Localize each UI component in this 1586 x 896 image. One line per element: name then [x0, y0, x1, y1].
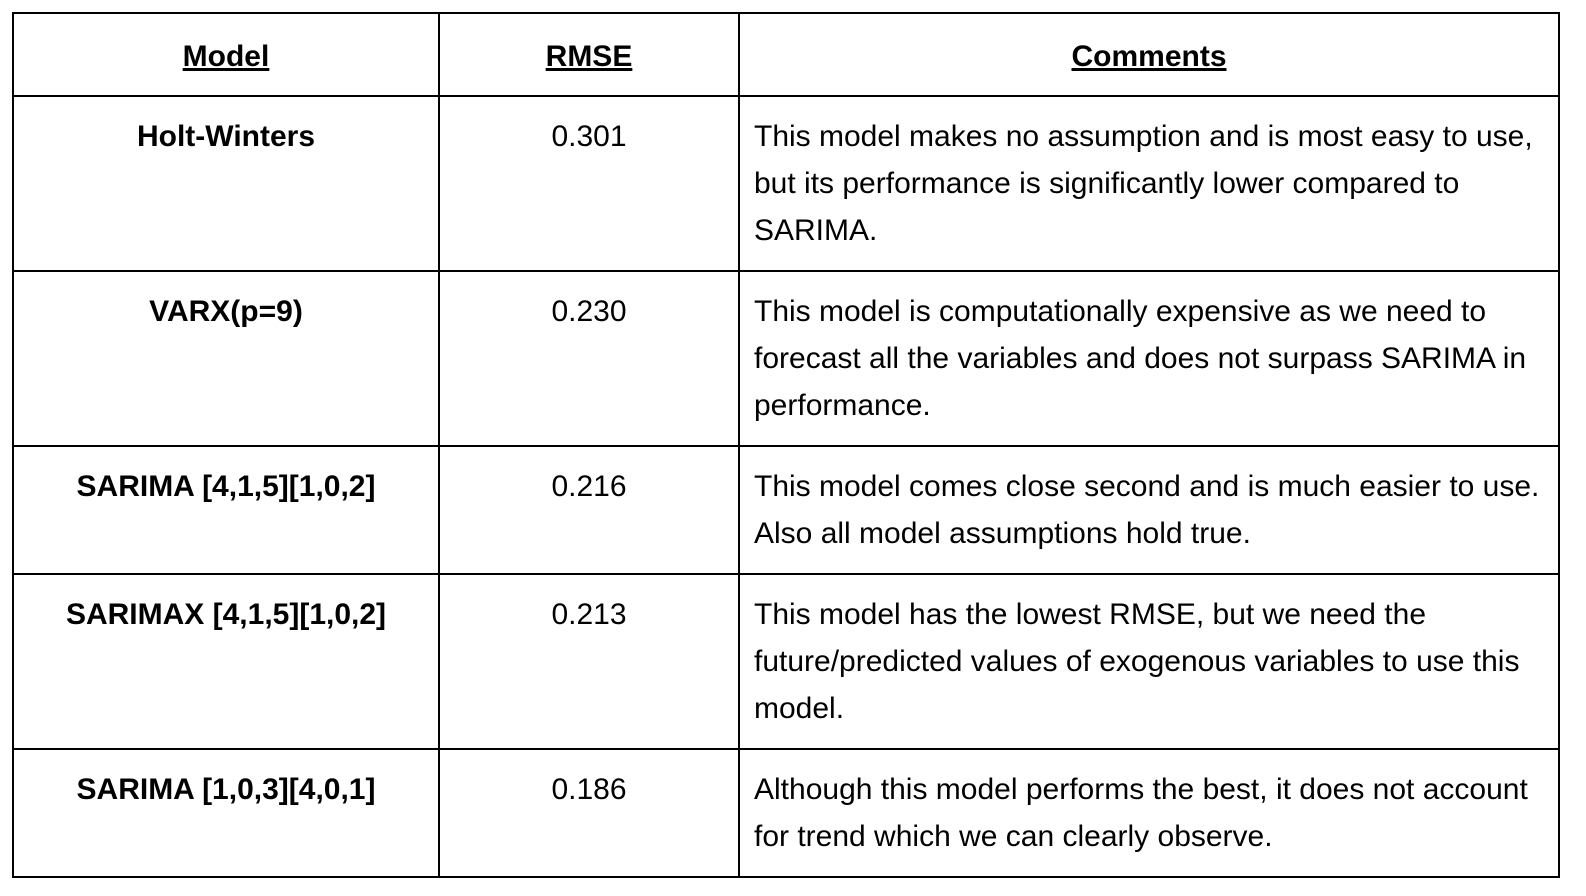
table-row: SARIMA [4,1,5][1,0,2] 0.216 This model c…	[12, 445, 1560, 575]
comment-cell: This model is computationally expensive …	[738, 270, 1560, 447]
comment-cell: This model comes close second and is muc…	[738, 445, 1560, 575]
table-row: SARIMAX [4,1,5][1,0,2] 0.213 This model …	[12, 573, 1560, 750]
header-model: Model	[12, 12, 440, 97]
comment-cell: Although this model performs the best, i…	[738, 748, 1560, 878]
model-comparison-table: Model RMSE Comments Holt-Winters 0.301 T…	[12, 12, 1560, 878]
model-cell: SARIMAX [4,1,5][1,0,2]	[12, 573, 440, 750]
table-row: Holt-Winters 0.301 This model makes no a…	[12, 95, 1560, 272]
table-row: SARIMA [1,0,3][4,0,1] 0.186 Although thi…	[12, 748, 1560, 878]
rmse-cell: 0.230	[438, 270, 740, 447]
model-cell: SARIMA [4,1,5][1,0,2]	[12, 445, 440, 575]
rmse-cell: 0.216	[438, 445, 740, 575]
comment-cell: This model has the lowest RMSE, but we n…	[738, 573, 1560, 750]
rmse-cell: 0.213	[438, 573, 740, 750]
rmse-cell: 0.186	[438, 748, 740, 878]
header-rmse: RMSE	[438, 12, 740, 97]
header-comments: Comments	[738, 12, 1560, 97]
model-cell: Holt-Winters	[12, 95, 440, 272]
rmse-cell: 0.301	[438, 95, 740, 272]
model-comparison-table-wrapper: Model RMSE Comments Holt-Winters 0.301 T…	[12, 12, 1560, 878]
comment-cell: This model makes no assumption and is mo…	[738, 95, 1560, 272]
model-cell: SARIMA [1,0,3][4,0,1]	[12, 748, 440, 878]
model-cell: VARX(p=9)	[12, 270, 440, 447]
table-header-row: Model RMSE Comments	[12, 12, 1560, 97]
table-row: VARX(p=9) 0.230 This model is computatio…	[12, 270, 1560, 447]
